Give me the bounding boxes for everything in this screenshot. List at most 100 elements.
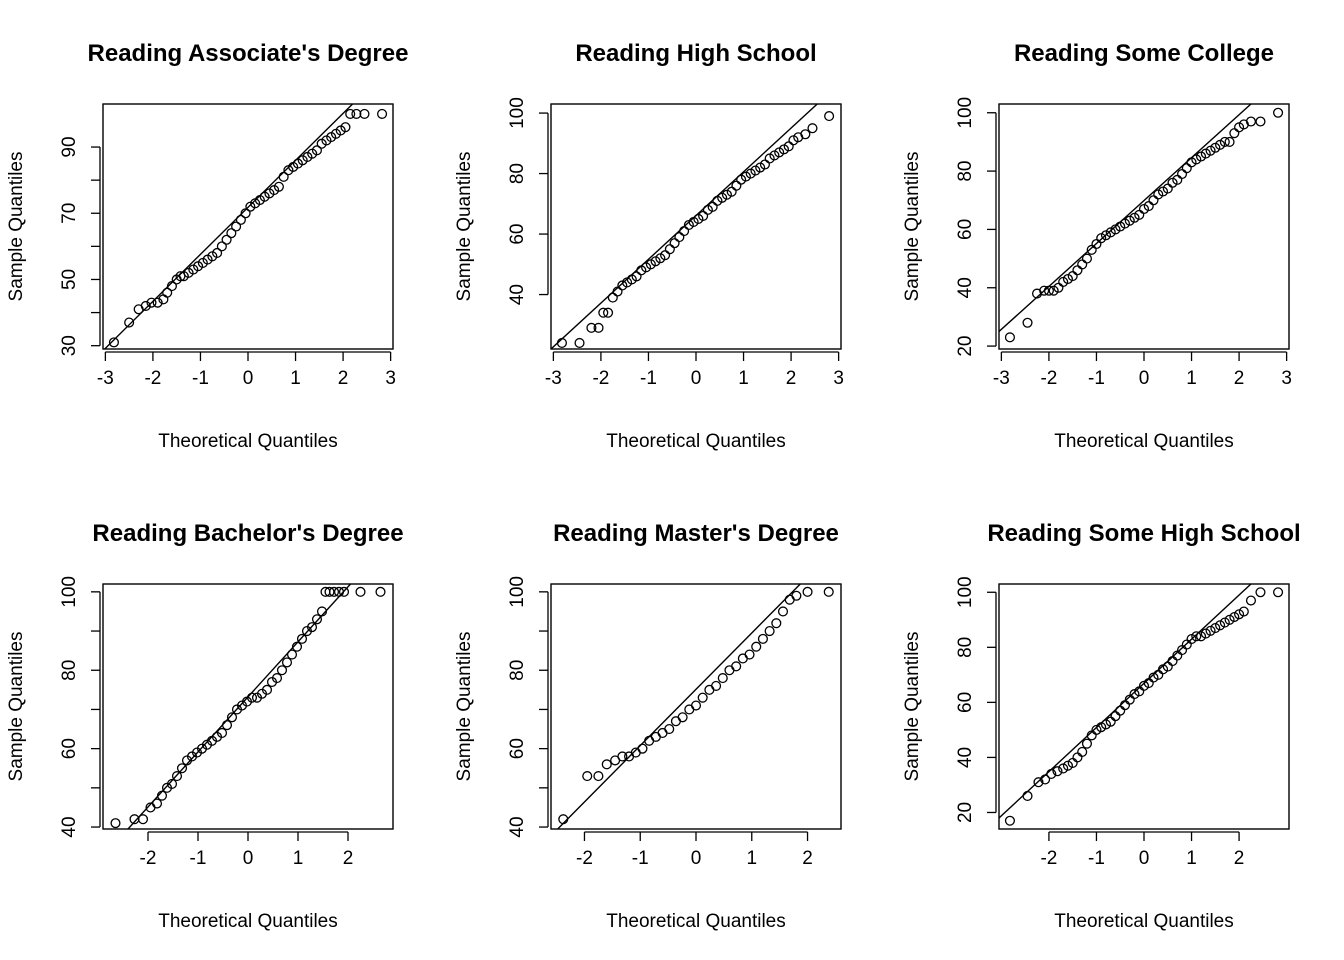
plot-frame bbox=[102, 583, 394, 830]
sample-point bbox=[593, 771, 604, 782]
sample-point bbox=[690, 700, 702, 711]
x-tick-label: 2 bbox=[338, 368, 349, 389]
sample-point bbox=[176, 763, 188, 774]
sample-point bbox=[226, 712, 238, 723]
x-tick-label: 0 bbox=[691, 368, 702, 389]
sample-point bbox=[556, 337, 567, 349]
sample-point bbox=[1245, 116, 1257, 127]
sample-point bbox=[1040, 774, 1051, 785]
x-tick-label: 2 bbox=[786, 368, 797, 389]
sample-point bbox=[751, 641, 762, 652]
y-tick-label: 100 bbox=[59, 576, 80, 608]
sample-point bbox=[1081, 738, 1093, 749]
sample-point bbox=[644, 735, 655, 746]
sample-point bbox=[246, 692, 258, 703]
y-tick-label: 90 bbox=[59, 136, 80, 157]
sample-point bbox=[802, 586, 813, 597]
y-tick-label: 40 bbox=[955, 747, 976, 768]
panel-title: Reading Some College bbox=[1014, 40, 1274, 67]
x-axis-label: Theoretical Quantiles bbox=[158, 911, 338, 932]
sample-point bbox=[1229, 128, 1240, 139]
sample-point bbox=[679, 225, 690, 237]
sample-point bbox=[823, 586, 834, 597]
sample-point bbox=[1052, 766, 1063, 777]
y-tick-label: 40 bbox=[955, 277, 976, 298]
x-tick-label: -1 bbox=[190, 848, 207, 869]
sample-point bbox=[607, 292, 618, 303]
y-tick-label: 80 bbox=[507, 660, 528, 681]
sample-point bbox=[261, 684, 273, 695]
sample-point bbox=[1081, 253, 1093, 264]
qq-panel: Reading Some High School -2 -1 0 1 2 20 40 60 80 1… bbox=[902, 520, 1301, 932]
sample-point bbox=[1181, 163, 1192, 174]
sample-point bbox=[221, 720, 233, 731]
sample-point bbox=[1238, 606, 1249, 617]
x-tick-label: 2 bbox=[1234, 368, 1245, 389]
y-axis-label: Sample Quantiles bbox=[6, 632, 27, 782]
sample-point bbox=[784, 594, 795, 605]
y-tick-label: 60 bbox=[507, 223, 528, 244]
sample-point bbox=[704, 684, 715, 695]
reference-line bbox=[557, 584, 801, 829]
plot-frame bbox=[998, 583, 1290, 830]
sample-point bbox=[359, 108, 370, 119]
sample-point bbox=[824, 111, 835, 122]
sample-point bbox=[271, 673, 283, 684]
qq-panel: Reading High School -3 -2 -1 0 1 2 3 40 60 80 100 Th… bbox=[454, 40, 844, 452]
x-tick-label: 0 bbox=[243, 848, 254, 869]
sample-point bbox=[162, 287, 173, 298]
sample-point bbox=[291, 641, 303, 652]
sample-point bbox=[602, 307, 614, 318]
qq-panel: Reading Bachelor's Degree -2 -1 0 1 2 40 60 80 10… bbox=[6, 520, 404, 932]
y-tick-label: 60 bbox=[507, 738, 528, 759]
plot-frame bbox=[550, 103, 842, 350]
sample-point bbox=[657, 727, 668, 739]
sample-point bbox=[586, 322, 597, 333]
plot-frame bbox=[998, 103, 1290, 350]
x-axis-label: Theoretical Quantiles bbox=[1054, 431, 1234, 452]
sample-point bbox=[800, 129, 811, 140]
y-tick-label: 40 bbox=[59, 816, 80, 837]
x-tick-label: -3 bbox=[545, 368, 562, 389]
y-tick-label: 100 bbox=[507, 97, 528, 129]
x-tick-label: -2 bbox=[1040, 848, 1057, 869]
sample-point bbox=[1255, 116, 1266, 127]
x-tick-label: -2 bbox=[1040, 368, 1057, 389]
sample-point bbox=[677, 712, 688, 723]
y-tick-label: 20 bbox=[955, 336, 976, 357]
sample-point bbox=[664, 723, 675, 735]
sample-point bbox=[731, 661, 742, 672]
sample-point bbox=[156, 790, 168, 801]
y-axis-label: Sample Quantiles bbox=[902, 632, 923, 782]
x-tick-label: -1 bbox=[192, 368, 209, 389]
x-tick-label: -3 bbox=[993, 368, 1010, 389]
sample-point bbox=[108, 337, 119, 348]
sample-point bbox=[278, 171, 289, 182]
sample-point bbox=[316, 606, 328, 617]
sample-point bbox=[328, 586, 340, 597]
sample-point bbox=[731, 180, 742, 191]
x-tick-label: -2 bbox=[576, 848, 593, 869]
sample-point bbox=[670, 716, 681, 727]
sample-point bbox=[166, 778, 178, 789]
sample-point bbox=[1245, 595, 1257, 606]
sample-point bbox=[355, 586, 366, 597]
sample-point bbox=[684, 704, 695, 715]
sample-point bbox=[617, 751, 628, 762]
sample-point bbox=[1043, 285, 1054, 296]
sample-point bbox=[1167, 656, 1178, 667]
y-tick-label: 100 bbox=[507, 576, 528, 608]
sample-point bbox=[1077, 259, 1088, 270]
y-tick-label: 60 bbox=[955, 219, 976, 240]
sample-point bbox=[137, 814, 149, 825]
reference-line bbox=[103, 104, 354, 349]
sample-point bbox=[351, 108, 362, 119]
qq-panel: Reading Associate's Degree -3 -2 -1 0 1 2 3 30 50… bbox=[6, 40, 408, 452]
sample-point bbox=[711, 680, 722, 691]
sample-point bbox=[717, 673, 728, 684]
y-tick-label: 100 bbox=[955, 576, 976, 608]
sample-point bbox=[1022, 790, 1033, 802]
x-tick-label: 0 bbox=[243, 368, 254, 389]
y-tick-label: 80 bbox=[59, 660, 80, 681]
